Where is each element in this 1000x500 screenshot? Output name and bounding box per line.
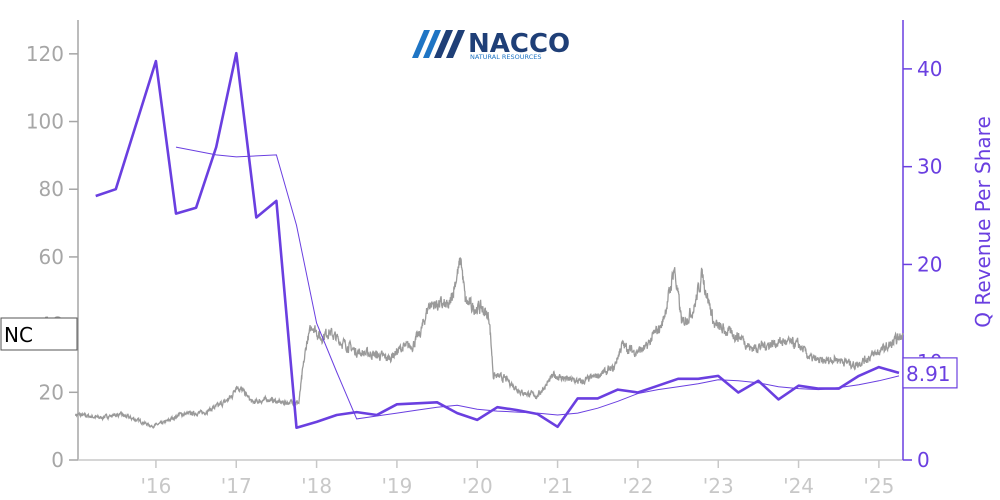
revenue-series [95, 51, 900, 429]
x-tick-label: '20 [462, 474, 493, 498]
logo-mark [412, 30, 465, 58]
revenue-line [95, 51, 900, 429]
left-tick-label: 0 [51, 448, 64, 472]
logo: NACCO NATURAL RESOURCES [412, 29, 570, 61]
right-tick-label: 0 [917, 448, 930, 472]
revenue-trailing-average-series [175, 146, 900, 420]
last-value-label: 8.91 [902, 357, 958, 389]
right-tick-label: 20 [917, 252, 942, 276]
left-tick-label: 100 [26, 110, 64, 134]
right-axis-title: Q Revenue Per Share [971, 116, 995, 328]
ticker-label-box [0, 317, 78, 351]
ticker-label-text: NC [4, 323, 33, 347]
last-value-box [902, 357, 958, 389]
last-value-text: 8.91 [906, 362, 951, 386]
logo-name: NACCO [468, 29, 570, 59]
x-tick-label: '18 [301, 474, 332, 498]
right-tick-label: 40 [917, 57, 942, 81]
left-tick-label: 80 [39, 177, 64, 201]
x-tick-label: '22 [622, 474, 653, 498]
x-tick-label: '21 [542, 474, 573, 498]
right-tick-label: 30 [917, 155, 942, 179]
left-tick-label: 120 [26, 42, 64, 66]
left-tick-label: 20 [39, 380, 64, 404]
revenue-average-line [175, 146, 900, 420]
axes [69, 20, 912, 468]
logo-subtitle: NATURAL RESOURCES [470, 53, 542, 61]
x-tick-label: '19 [381, 474, 412, 498]
ticker-label: NC [0, 317, 78, 351]
price-line [74, 257, 904, 430]
x-tick-label: '23 [703, 474, 734, 498]
x-tick-label: '24 [783, 474, 814, 498]
axis-labels: 020406080100120010203040'16'17'18'19'20'… [0, 42, 995, 498]
left-tick-label: 60 [39, 245, 64, 269]
x-tick-label: '25 [863, 474, 894, 498]
price-series [74, 257, 904, 430]
x-tick-label: '17 [221, 474, 252, 498]
x-tick-label: '16 [140, 474, 171, 498]
